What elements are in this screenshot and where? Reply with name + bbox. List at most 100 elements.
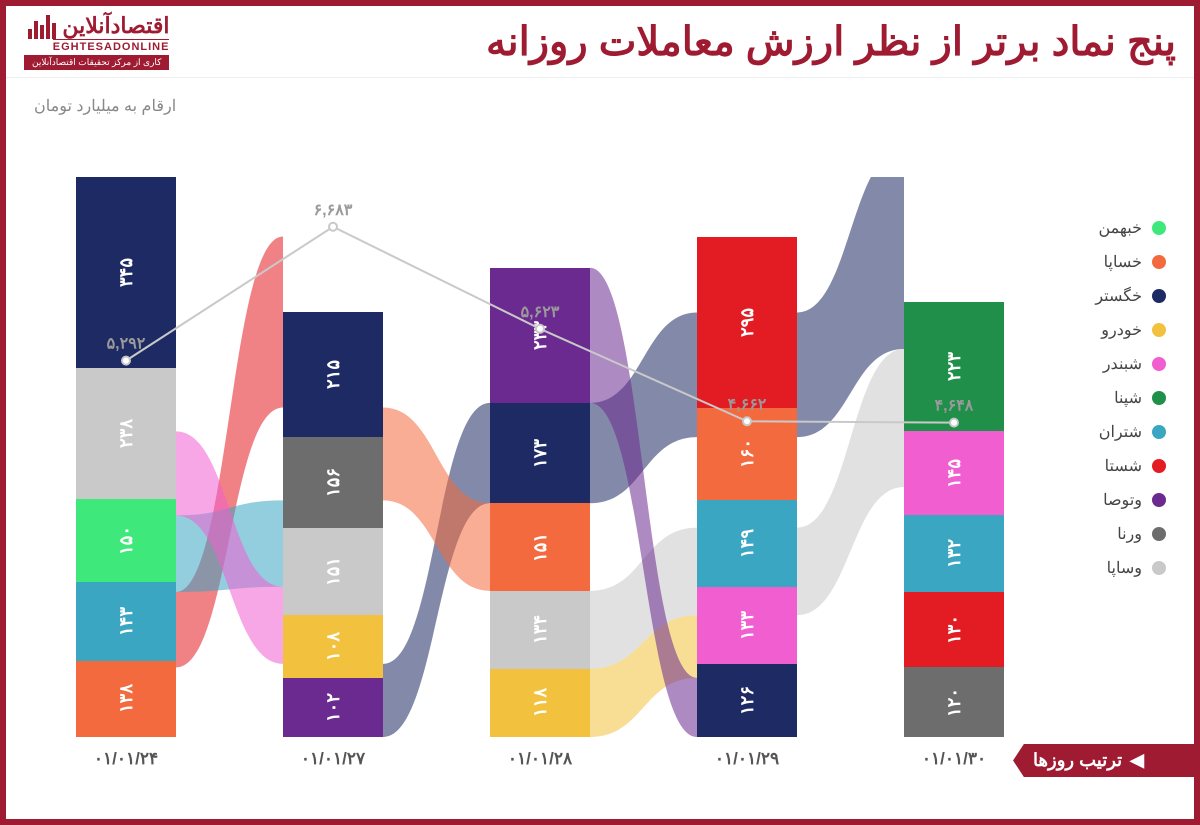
- legend-dot-icon: [1152, 527, 1166, 541]
- segment-value: ۱۴۵: [943, 459, 965, 488]
- bar-segment: ۱۰۸: [283, 615, 383, 678]
- bar-segment: ۱۳۰: [904, 592, 1004, 667]
- bar-segment: ۱۴۵: [904, 431, 1004, 515]
- x-axis-label: ۰۱/۰۱/۳۰: [904, 749, 1004, 769]
- x-axis-label: ۰۱/۰۱/۲۷: [283, 749, 383, 769]
- legend: خبهمن خساپا خگستر خودرو شبندر شپنا شتران شستا وت…: [1095, 218, 1166, 578]
- bar-segment: ۱۴۹: [697, 500, 797, 586]
- x-axis-label: ۰۱/۰۱/۲۸: [490, 749, 590, 769]
- legend-item: ورنا: [1095, 524, 1166, 544]
- legend-label: وتوصا: [1103, 490, 1142, 510]
- bar-segment: ۱۳۳: [697, 587, 797, 664]
- bar-column: ۲۹۵ ۱۶۰ ۱۴۹ ۱۳۳ ۱۲۶: [697, 177, 797, 737]
- segment-value: ۳۴۵: [115, 258, 137, 287]
- segment-value: ۱۴۳: [115, 607, 137, 636]
- segment-value: ۱۳۲: [943, 539, 965, 568]
- bar-segment: ۲۱۵: [283, 312, 383, 437]
- stacked-columns: ۳۴۵ ۲۳۸ ۱۵۰ ۱۴۳ ۱۳۸ ۲۱۵ ۱۵۶ ۱۵۱ ۱۰۸ ۱۰۲ ۲۳۳ ۱۷۳ ۱۵۱ ۱…: [76, 177, 1004, 737]
- logo-text-en: EGHTESADONLINE: [53, 39, 170, 53]
- legend-item: شستا: [1095, 456, 1166, 476]
- segment-value: ۱۱۸: [529, 688, 551, 717]
- legend-item: خودرو: [1095, 320, 1166, 340]
- legend-label: خبهمن: [1098, 218, 1142, 238]
- legend-item: وتوصا: [1095, 490, 1166, 510]
- legend-dot-icon: [1152, 357, 1166, 371]
- legend-item: شتران: [1095, 422, 1166, 442]
- legend-dot-icon: [1152, 323, 1166, 337]
- legend-item: وساپا: [1095, 558, 1166, 578]
- segment-value: ۱۵۱: [322, 557, 344, 586]
- segment-value: ۱۰۲: [322, 693, 344, 722]
- legend-dot-icon: [1152, 391, 1166, 405]
- legend-label: شبندر: [1103, 354, 1142, 374]
- chart-title: پنج نماد برتر از نظر ارزش معاملات روزانه: [486, 19, 1176, 65]
- segment-value: ۱۵۰: [115, 526, 137, 555]
- x-axis-labels: ۰۱/۰۱/۲۴۰۱/۰۱/۲۷۰۱/۰۱/۲۸۰۱/۰۱/۲۹۰۱/۰۱/۳۰: [76, 749, 1004, 769]
- legend-label: خگستر: [1095, 286, 1142, 306]
- brand-logo: اقتصادآنلاین EGHTESADONLINE کاری از مرکز…: [24, 13, 169, 70]
- segment-value: ۲۳۸: [115, 419, 137, 448]
- bar-segment: ۱۳۴: [490, 591, 590, 669]
- legend-dot-icon: [1152, 255, 1166, 269]
- unit-label: ارقام به میلیارد تومان: [34, 96, 176, 116]
- bar-segment: ۱۶۰: [697, 408, 797, 501]
- segment-value: ۲۳۳: [529, 321, 551, 350]
- bar-segment: ۱۲۶: [697, 664, 797, 737]
- logo-subtitle: کاری از مرکز تحقیقات اقتصادآنلاین: [24, 55, 169, 70]
- bar-column: ۲۲۳۱۴۵۱۳۲۱۳۰۱۲۰: [904, 177, 1004, 737]
- legend-dot-icon: [1152, 289, 1166, 303]
- chart-area: ارقام به میلیارد تومان خبهمن خساپا خگستر خو…: [6, 78, 1194, 819]
- legend-dot-icon: [1152, 493, 1166, 507]
- legend-dot-icon: [1152, 561, 1166, 575]
- legend-label: ورنا: [1117, 524, 1142, 544]
- bar-column: ۳۴۵ ۲۳۸ ۱۵۰ ۱۴۳ ۱۳۸: [76, 177, 176, 737]
- legend-item: خساپا: [1095, 252, 1166, 272]
- bar-column: ۲۱۵ ۱۵۶ ۱۵۱ ۱۰۸ ۱۰۲: [283, 177, 383, 737]
- bar-segment: ۱۴۳: [76, 582, 176, 661]
- header: پنج نماد برتر از نظر ارزش معاملات روزانه…: [6, 6, 1194, 78]
- segment-value: ۲۹۵: [736, 308, 758, 337]
- legend-label: شستا: [1105, 456, 1142, 476]
- bar-segment: ۱۰۲: [283, 678, 383, 737]
- bar-segment: ۲۹۵: [697, 237, 797, 408]
- bar-segment: ۱۵۱: [283, 528, 383, 616]
- segment-value: ۱۶۰: [736, 439, 758, 468]
- legend-item: خبهمن: [1095, 218, 1166, 238]
- x-axis-caption: ◀ترتیب روزها: [1013, 744, 1194, 777]
- legend-label: شپنا: [1114, 388, 1142, 408]
- bar-segment: ۳۴۵: [76, 177, 176, 368]
- segment-value: ۱۳۰: [943, 615, 965, 644]
- segment-value: ۱۴۹: [736, 529, 758, 558]
- bar-segment: ۲۲۳: [904, 302, 1004, 431]
- segment-value: ۱۰۸: [322, 632, 344, 661]
- segment-value: ۱۵۱: [529, 533, 551, 562]
- bar-segment: ۱۱۸: [490, 669, 590, 737]
- segment-value: ۱۷۳: [529, 439, 551, 468]
- bar-column: ۲۳۳ ۱۷۳ ۱۵۱ ۱۳۴ ۱۱۸: [490, 177, 590, 737]
- segment-value: ۱۳۸: [115, 684, 137, 713]
- segment-value: ۱۳۴: [529, 615, 551, 644]
- x-axis-label: ۰۱/۰۱/۲۹: [697, 749, 797, 769]
- legend-item: شپنا: [1095, 388, 1166, 408]
- bar-segment: ۱۳۸: [76, 661, 176, 737]
- logo-text-fa: اقتصادآنلاین: [62, 13, 169, 39]
- chart-frame: پنج نماد برتر از نظر ارزش معاملات روزانه…: [6, 6, 1194, 819]
- bar-segment: ۱۵۰: [76, 499, 176, 582]
- bar-segment: ۲۳۳: [490, 268, 590, 403]
- legend-label: شتران: [1099, 422, 1142, 442]
- legend-item: خگستر: [1095, 286, 1166, 306]
- segment-value: ۱۳۳: [736, 611, 758, 640]
- bar-segment: ۱۵۶: [283, 437, 383, 527]
- bar-segment: ۱۳۲: [904, 515, 1004, 592]
- bar-segment: ۱۵۱: [490, 503, 590, 591]
- bar-segment: ۱۷۳: [490, 403, 590, 503]
- segment-value: ۱۲۶: [736, 686, 758, 715]
- legend-label: خودرو: [1101, 320, 1142, 340]
- bar-segment: ۲۳۸: [76, 368, 176, 499]
- legend-label: خساپا: [1104, 252, 1142, 272]
- legend-label: وساپا: [1107, 558, 1142, 578]
- segment-value: ۱۵۶: [322, 468, 344, 497]
- segment-value: ۲۲۳: [943, 352, 965, 381]
- logo-bars-icon: [28, 13, 56, 39]
- legend-dot-icon: [1152, 425, 1166, 439]
